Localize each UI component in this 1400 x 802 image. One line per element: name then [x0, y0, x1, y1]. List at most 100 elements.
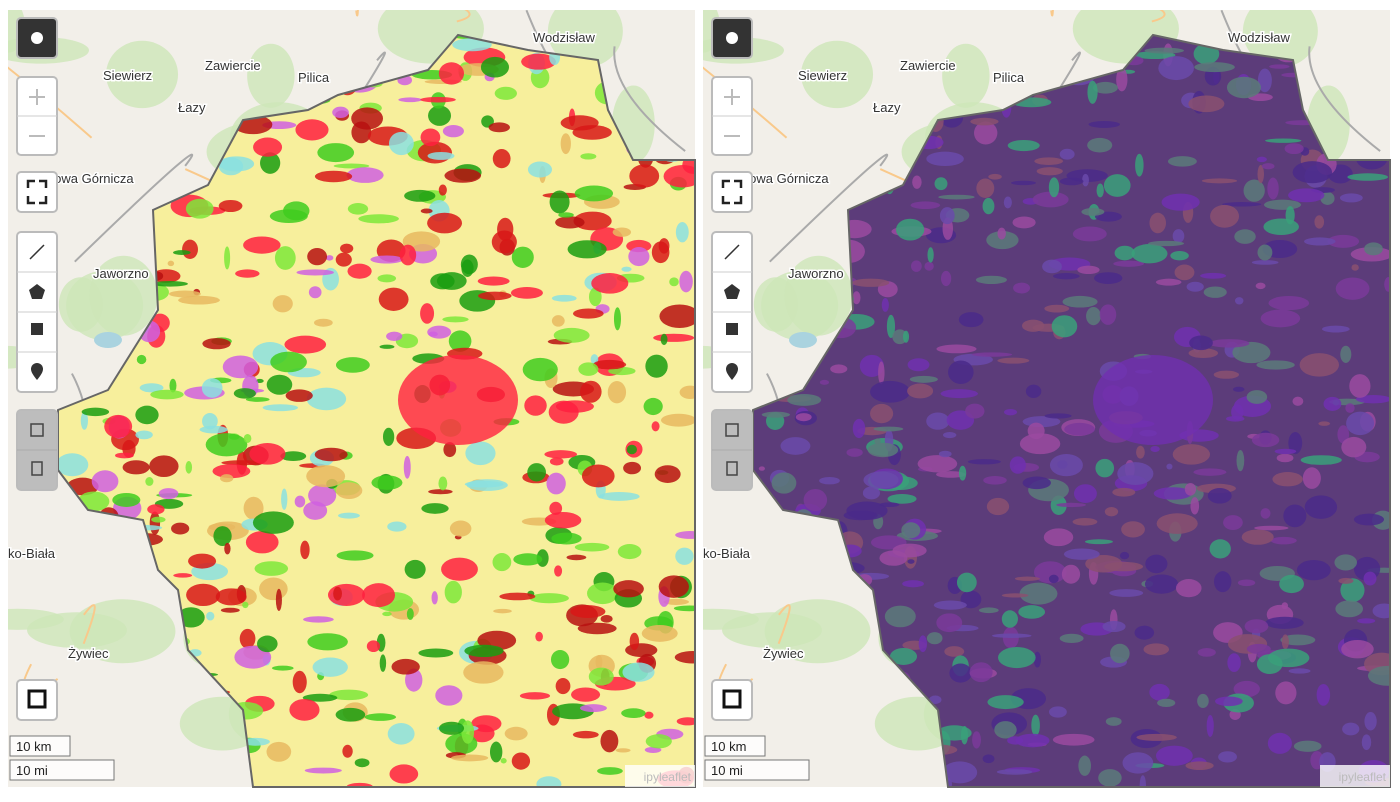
overlay-patch	[1340, 578, 1365, 603]
overlay-patch	[663, 598, 689, 605]
overlay-patch	[615, 748, 631, 753]
overlay-patch	[389, 764, 419, 784]
measure-button[interactable]	[711, 679, 753, 721]
overlay-patch	[926, 412, 950, 430]
overlay-patch	[1260, 508, 1271, 519]
overlay-patch	[1276, 453, 1294, 463]
overlay-patch	[1227, 653, 1241, 672]
overlay-patch	[1263, 199, 1302, 210]
overlay-patch	[1063, 548, 1100, 560]
attribution: ipyleaflet	[1339, 770, 1387, 784]
forest-area	[1242, 10, 1318, 68]
rectangle-icon	[31, 323, 43, 335]
overlay-patch	[1025, 384, 1042, 399]
scale-label: 10 mi	[16, 763, 48, 778]
overlay-patch	[895, 218, 925, 241]
overlay-patch	[499, 592, 536, 601]
overlay-patch	[573, 308, 604, 319]
overlay-patch	[1081, 207, 1105, 216]
overlay-patch	[1209, 539, 1231, 559]
overlay-patch	[249, 443, 286, 465]
overlay-patch	[202, 413, 218, 430]
overlay-patch	[206, 611, 215, 621]
fullscreen-button[interactable]	[711, 171, 753, 213]
overlay-patch	[448, 330, 472, 352]
overlay-patch	[1285, 206, 1295, 225]
overlay-patch	[491, 230, 517, 254]
place-label: Zawiercie	[900, 58, 956, 73]
overlay-patch	[852, 418, 866, 439]
overlay-patch	[1322, 325, 1350, 333]
overlay-patch	[940, 270, 952, 287]
overlay-patch	[581, 464, 615, 488]
overlay-patch	[1019, 582, 1058, 605]
forest-area	[801, 40, 874, 109]
overlay-patch	[554, 565, 563, 577]
overlay-patch	[1144, 574, 1179, 594]
forest-area	[784, 255, 853, 336]
overlay-patch	[275, 588, 282, 611]
measure-button[interactable]	[16, 679, 58, 721]
overlay-patch	[1260, 309, 1301, 328]
region-border	[57, 33, 696, 788]
overlay-patch	[274, 246, 296, 270]
overlay-patch	[443, 442, 457, 458]
overlay-patch	[1267, 648, 1310, 668]
marker-icon	[726, 363, 738, 380]
road	[1308, 46, 1381, 152]
overlay-patch	[675, 222, 689, 243]
overlay-patch	[1174, 264, 1195, 281]
overlay-patch	[1279, 574, 1304, 594]
overlay-patch	[332, 106, 349, 118]
overlay-patch	[1364, 711, 1377, 731]
overlay-patch	[306, 465, 346, 488]
overlay-patch	[1161, 193, 1200, 211]
overlay-patch	[787, 394, 822, 406]
overlay-patch	[949, 663, 972, 683]
overlay-patch	[1213, 571, 1232, 593]
overlay-patch	[112, 493, 141, 507]
overlay-patch	[983, 476, 1007, 485]
overlay-patch	[1193, 468, 1227, 476]
overlay-patch	[340, 243, 354, 254]
overlay-patch	[1155, 745, 1193, 766]
overlay-patch	[307, 247, 328, 266]
overlay-patch	[600, 729, 619, 753]
ruler-icon	[722, 689, 742, 709]
overlay-patch	[1010, 180, 1037, 186]
overlay-patch	[522, 357, 558, 382]
overlay-patch	[252, 511, 294, 534]
overlay-patch	[879, 550, 908, 566]
overlay-patch	[382, 611, 392, 617]
overlay-patch	[451, 754, 489, 762]
overlay-patch	[867, 442, 899, 458]
forest-area	[106, 40, 179, 109]
fullscreen-button[interactable]	[16, 171, 58, 213]
overlay-patch	[560, 133, 571, 155]
overlay-patch	[998, 646, 1036, 669]
overlay-patch	[351, 121, 372, 144]
overlay-patch	[658, 575, 689, 598]
overlay-patch	[626, 444, 637, 455]
overlay-patch	[658, 238, 670, 254]
overlay-patch	[1167, 156, 1197, 167]
overlay-patch	[428, 105, 452, 126]
overlay-patch	[567, 240, 607, 259]
overlay-patch	[303, 501, 328, 520]
overlay-patch	[347, 202, 369, 215]
place-label: Zawiercie	[205, 58, 261, 73]
overlay-patch	[771, 472, 797, 494]
overlay-patch	[574, 185, 614, 202]
overlay-patch	[1013, 282, 1031, 294]
place-label: Jaworzno	[93, 266, 149, 281]
overlay-patch	[403, 455, 411, 479]
overlay-patch	[967, 459, 1001, 465]
overlay-patch	[1131, 243, 1168, 264]
overlay-patch	[1267, 732, 1292, 754]
overlay-patch	[625, 643, 658, 658]
overlay-patch	[969, 662, 993, 683]
overlay-patch	[262, 404, 299, 412]
overlay-patch	[942, 432, 957, 439]
place-label: Wodzisław	[1228, 30, 1291, 45]
